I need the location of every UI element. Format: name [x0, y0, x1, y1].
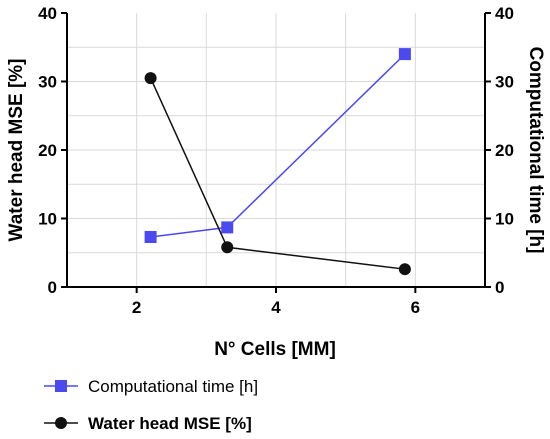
- axes: [61, 12, 491, 293]
- legend: Computational time [h] Water head MSE [%…: [44, 377, 258, 433]
- series-line-1: [149, 77, 405, 270]
- y-tick-label-right: 10: [495, 210, 514, 229]
- legend-item-computational-time: Computational time [h]: [44, 377, 258, 396]
- y-tick-label-right: 20: [495, 141, 514, 160]
- y-axis-title-left: Water head MSE [%]: [6, 59, 27, 242]
- data-point-square: [144, 230, 157, 243]
- y-tick-label-left: 0: [48, 278, 57, 297]
- legend-marker-circle: [55, 417, 67, 429]
- y-tick-label-left: 40: [38, 4, 57, 23]
- grid: [67, 13, 485, 287]
- legend-item-water-head-mse: Water head MSE [%]: [44, 414, 252, 433]
- data-point-circle: [144, 72, 157, 85]
- series-layer: [144, 48, 411, 276]
- x-tick-label: 2: [132, 298, 141, 317]
- y-tick-label-left: 10: [38, 210, 57, 229]
- legend-label-water-head-mse: Water head MSE [%]: [88, 414, 252, 433]
- y-tick-label-right: 40: [495, 4, 514, 23]
- x-tick-label: 6: [411, 298, 420, 317]
- legend-marker-square: [55, 380, 67, 392]
- legend-label-computational-time: Computational time [h]: [88, 377, 258, 396]
- y-tick-label-right: 30: [495, 73, 514, 92]
- y-axis-title-right: Computational time [h]: [525, 47, 546, 254]
- x-tick-label: 4: [271, 298, 281, 317]
- y-tick-label-right: 0: [495, 278, 504, 297]
- data-point-square: [221, 221, 234, 234]
- x-axis-title: N° Cells [MM]: [214, 339, 336, 360]
- y-tick-label-left: 20: [38, 141, 57, 160]
- y-tick-label-left: 30: [38, 73, 57, 92]
- data-point-circle: [398, 263, 411, 276]
- data-point-square: [398, 48, 411, 61]
- tick-labels: 0 0 10 10 20 20 30 30 40 40 2 4 6: [38, 4, 514, 317]
- data-point-circle: [221, 241, 234, 254]
